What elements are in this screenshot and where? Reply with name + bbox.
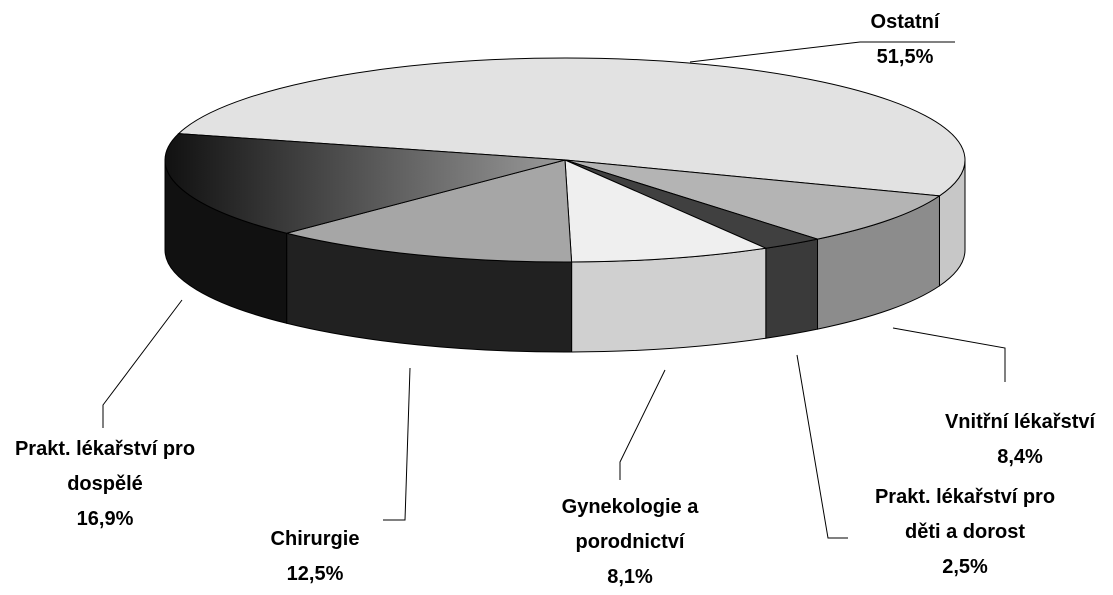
value-label: 8,1% (607, 566, 653, 588)
value-label: 51,5% (876, 46, 934, 68)
category-name: Chirurgie (270, 528, 360, 550)
value-label: 12,5% (286, 563, 344, 585)
category-name: Prakt. lékařství pro dospělé (14, 438, 196, 495)
value-label: 16,9% (76, 508, 134, 530)
value-label: 2,5% (942, 556, 988, 578)
slice-label: Chirurgie 12,5% (220, 522, 410, 592)
slice-side (571, 247, 767, 353)
slice-label: Gynekologie a porodnictví 8,1% (530, 490, 730, 595)
value-label: 8,4% (997, 446, 1043, 468)
slice-side (765, 238, 819, 339)
category-name: Gynekologie a porodnictví (561, 496, 699, 553)
leader-line (383, 367, 411, 521)
category-name: Prakt. lékařství pro děti a dorost (874, 486, 1056, 543)
leader-line (796, 354, 848, 539)
slice-label: Prakt. lékařství pro děti a dorost 2,5% (855, 480, 1075, 585)
slice-top (286, 159, 573, 263)
slice-label: Ostatní 51,5% (805, 5, 1005, 75)
slice-top (564, 159, 768, 263)
slice-top (164, 133, 566, 234)
leader-line (892, 327, 1006, 382)
category-name: Ostatní (870, 11, 940, 33)
slice-top (177, 57, 966, 197)
slice-top (564, 159, 941, 240)
slice-label: Prakt. lékařství pro dospělé 16,9% (5, 432, 205, 537)
category-name: Vnitřní lékařství (944, 411, 1096, 433)
slice-label: Vnitřní lékařství 8,4% (890, 405, 1113, 475)
leader-line (689, 41, 955, 63)
leader-line (619, 369, 666, 480)
leader-line (102, 299, 183, 428)
